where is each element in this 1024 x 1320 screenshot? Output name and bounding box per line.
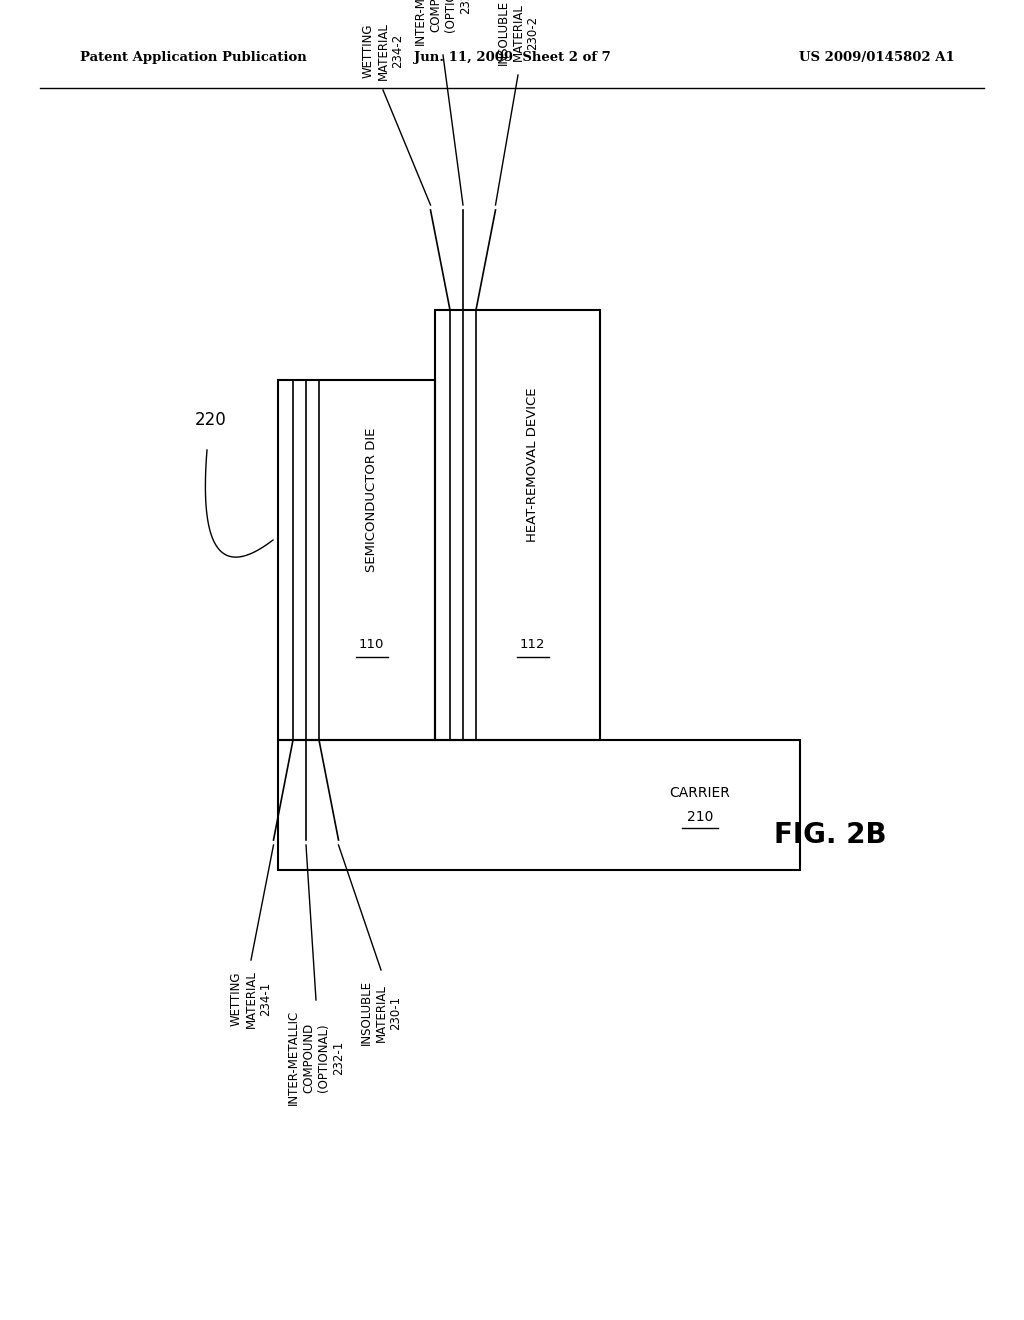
Text: INTER-METALLIC
COMPOUND
(OPTIONAL)
232-1: INTER-METALLIC COMPOUND (OPTIONAL) 232-1 xyxy=(287,1010,345,1105)
Text: 110: 110 xyxy=(358,639,384,652)
Text: 112: 112 xyxy=(520,639,545,652)
Text: Patent Application Publication: Patent Application Publication xyxy=(80,51,307,65)
Text: CARRIER: CARRIER xyxy=(670,785,730,800)
Text: WETTING
MATERIAL
234-2: WETTING MATERIAL 234-2 xyxy=(361,22,404,81)
Text: INSOLUBLE
MATERIAL
230-1: INSOLUBLE MATERIAL 230-1 xyxy=(359,979,402,1045)
Bar xyxy=(435,310,600,741)
Text: 210: 210 xyxy=(687,810,713,824)
Text: FIG. 2B: FIG. 2B xyxy=(774,821,887,849)
Text: HEAT-REMOVAL DEVICE: HEAT-REMOVAL DEVICE xyxy=(526,388,539,543)
Text: INSOLUBLE
MATERIAL
230-2: INSOLUBLE MATERIAL 230-2 xyxy=(497,0,540,65)
Text: 220: 220 xyxy=(195,411,226,429)
Bar xyxy=(278,741,800,870)
Text: SEMICONDUCTOR DIE: SEMICONDUCTOR DIE xyxy=(365,428,378,572)
Bar xyxy=(278,380,435,741)
Text: INTER-METALLIC
COMPOUND
(OPTIONAL)
232-2: INTER-METALLIC COMPOUND (OPTIONAL) 232-2 xyxy=(414,0,472,45)
Text: Jun. 11, 2009  Sheet 2 of 7: Jun. 11, 2009 Sheet 2 of 7 xyxy=(414,51,610,65)
Text: WETTING
MATERIAL
234-1: WETTING MATERIAL 234-1 xyxy=(229,970,272,1028)
Text: US 2009/0145802 A1: US 2009/0145802 A1 xyxy=(800,51,955,65)
